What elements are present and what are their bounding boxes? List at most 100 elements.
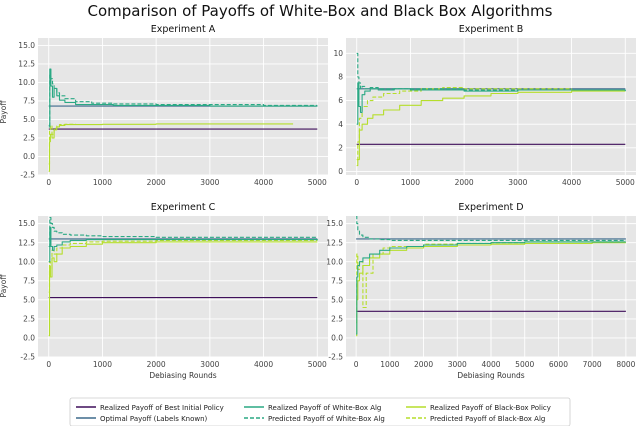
y-axis-label: Payoff [0,274,8,298]
x-tick-label: 1000 [93,360,112,369]
y-tick-label: 4 [338,120,343,129]
y-tick-label: 10.0 [18,257,35,266]
y-tick-label: 15.0 [18,41,35,50]
legend-label: Realized Payoff of Best Initial Policy [100,404,224,412]
y-tick-label: 2.5 [23,314,35,323]
x-tick-label: 3000 [200,178,219,187]
x-tick-label: 2000 [147,360,166,369]
x-tick-label: 3000 [200,360,219,369]
y-tick-label: 7.5 [23,276,35,285]
legend-label: Realized Payoff of Black-Box Policy [430,404,551,412]
series-wb-realized-line [356,241,626,335]
y-tick-label: 10.0 [326,257,343,266]
legend-label: Optimal Payoff (Labels Known) [100,415,208,423]
x-tick-label: 7000 [583,360,602,369]
series-group [356,216,626,337]
x-tick-label: 5000 [308,360,327,369]
x-axis-label: Debiasing Rounds [457,371,524,380]
panel-experiment-c: Experiment C Payoff Debiasing Rounds 0 10… [0,202,328,380]
panel-experiment-b: Experiment B 0 1000 2000 3000 4000 5000 0 2 4 6 8 1… [333,24,636,187]
x-tick-label: 4000 [562,178,581,187]
x-tick-label: 4000 [254,178,273,187]
y-tick-label: 0.0 [23,152,35,161]
y-tick-label: 10 [333,49,343,58]
x-tick-label: 0 [354,360,359,369]
y-tick-label: 7.5 [23,97,35,106]
x-tick-label: 5000 [308,178,327,187]
y-tick-label: 0.0 [331,334,343,343]
x-tick-label: 2000 [147,178,166,187]
y-tick-label: 10.0 [18,78,35,87]
y-tick-label: 5.0 [23,115,35,124]
x-tick-label: 4000 [481,360,500,369]
panel-title: Experiment C [151,202,216,213]
x-tick-label: 2000 [455,178,474,187]
panel-experiment-a: Experiment A Payoff 0 1000 2000 3000 4000 500… [0,24,328,187]
panel-title: Experiment B [459,24,523,35]
series-wb-predicted-line [356,52,626,91]
x-tick-label: 0 [46,178,51,187]
series-wb-realized-line [48,226,318,263]
legend-label: Realized Payoff of White-Box Alg [268,404,381,412]
y-tick-label: 12.5 [18,60,35,69]
y-tick-label: 15.0 [18,219,35,228]
series-bb-predicted-line [48,123,77,165]
series-group [48,216,318,337]
y-tick-label: 7.5 [331,276,343,285]
y-tick-label: 6 [338,96,343,105]
x-tick-label: 3000 [448,360,467,369]
y-tick-label: 5.0 [23,295,35,304]
panel-experiment-d: Experiment D Debiasing Rounds 0 1000 2000 3… [326,202,636,380]
legend-item-wb-realized: Realized Payoff of White-Box Alg [244,404,381,412]
x-tick-label: 5000 [616,178,635,187]
y-tick-label: 0.0 [23,334,35,343]
y-tick-label: 12.5 [18,238,35,247]
y-tick-label: -2.5 [20,171,35,180]
legend-item-best-initial: Realized Payoff of Best Initial Policy [76,404,224,412]
series-wb-predicted-line [48,74,318,126]
y-tick-label: 2.5 [23,134,35,143]
y-tick-label: 8 [338,73,343,82]
legend-item-optimal: Optimal Payoff (Labels Known) [76,415,208,423]
x-tick-label: 1000 [401,178,420,187]
figure-title: Comparison of Payoffs of White-Box and B… [88,2,553,20]
series-bb-predicted-line [356,241,626,324]
legend-item-bb-predicted: Predicted Payoff of Black-Box Alg [406,415,545,423]
legend-label: Predicted Payoff of White-Box Alg [268,415,385,423]
plot-area [346,38,636,175]
x-tick-label: 1000 [380,360,399,369]
y-tick-label: 12.5 [326,238,343,247]
x-tick-label: 1000 [93,178,112,187]
y-tick-label: 2.5 [331,314,343,323]
series-bb-predicted-line [48,239,318,293]
x-tick-label: 3000 [508,178,527,187]
x-tick-label: 5000 [515,360,534,369]
series-wb-realized-line [48,68,318,128]
y-axis-label: Payoff [0,100,8,124]
y-tick-label: 2 [338,143,343,152]
x-tick-label: 0 [354,178,359,187]
x-axis-label: Debiasing Rounds [149,371,216,380]
panel-title: Experiment D [458,202,523,213]
legend-frame [69,397,571,426]
y-tick-label: -2.5 [20,353,35,362]
x-tick-label: 6000 [549,360,568,369]
legend: Realized Payoff of Best Initial Policy O… [69,397,571,426]
x-tick-label: 4000 [254,360,273,369]
series-group [48,68,318,172]
x-tick-label: 2000 [414,360,433,369]
y-tick-label: 15.0 [326,219,343,228]
series-group [356,52,626,167]
y-tick-label: -2.5 [328,353,343,362]
legend-item-wb-predicted: Predicted Payoff of White-Box Alg [244,415,385,423]
series-wb-predicted-line [356,216,626,241]
series-bb-realized-line [48,241,318,337]
y-tick-label: 0 [338,167,343,176]
series-wb-predicted-line [48,216,318,248]
legend-item-bb-realized: Realized Payoff of Black-Box Policy [406,404,551,412]
panel-title: Experiment A [151,24,216,35]
series-bb-realized-line [356,90,626,167]
x-tick-label: 0 [46,360,51,369]
y-tick-label: 5.0 [331,295,343,304]
